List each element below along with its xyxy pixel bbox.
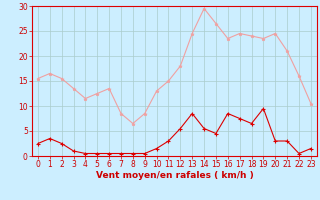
X-axis label: Vent moyen/en rafales ( km/h ): Vent moyen/en rafales ( km/h ) — [96, 171, 253, 180]
